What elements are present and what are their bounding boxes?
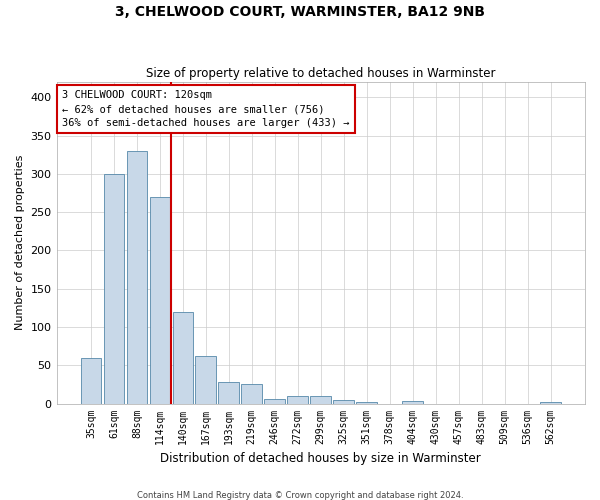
Bar (265, 399, 285, 404)
Bar (196, 356, 216, 404)
Text: Contains HM Land Registry data © Crown copyright and database right 2024.: Contains HM Land Registry data © Crown c… (137, 490, 463, 500)
Title: Size of property relative to detached houses in Warminster: Size of property relative to detached ho… (146, 66, 496, 80)
Bar (241, 384, 262, 404)
Bar (149, 197, 170, 404)
Bar (356, 402, 377, 404)
Y-axis label: Number of detached properties: Number of detached properties (15, 155, 25, 330)
Bar (334, 400, 354, 404)
Bar (173, 312, 193, 404)
Bar (104, 174, 124, 404)
X-axis label: Distribution of detached houses by size in Warminster: Distribution of detached houses by size … (160, 452, 481, 465)
Bar (403, 402, 423, 404)
Bar (540, 402, 561, 404)
Bar (80, 358, 101, 404)
Bar (287, 396, 308, 404)
Text: 3, CHELWOOD COURT, WARMINSTER, BA12 9NB: 3, CHELWOOD COURT, WARMINSTER, BA12 9NB (115, 5, 485, 19)
Bar (218, 382, 239, 404)
Bar (127, 151, 147, 404)
Text: 3 CHELWOOD COURT: 120sqm
← 62% of detached houses are smaller (756)
36% of semi-: 3 CHELWOOD COURT: 120sqm ← 62% of detach… (62, 90, 349, 128)
Bar (310, 396, 331, 404)
